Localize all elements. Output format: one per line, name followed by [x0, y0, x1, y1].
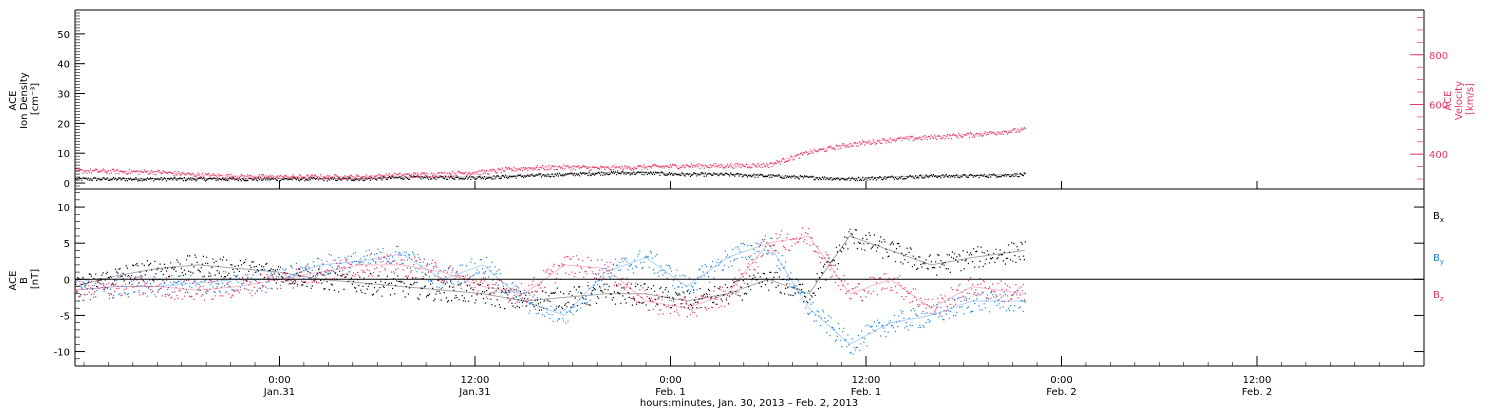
velocity-axis-title: ACE Velocity [km/s] [1443, 78, 1476, 120]
top-panel: 0 10 20 30 40 50 400 600 800 ACE Ion Density [c… [8, 9, 1476, 190]
x-tick-date: Feb. 1 [851, 387, 881, 398]
b-tick-label: -10 [54, 348, 70, 359]
x-tick-time: 0:00 [659, 375, 681, 386]
x-tick-time: 12:00 [461, 375, 490, 386]
y2-tick-label: 400 [1429, 150, 1448, 161]
bfield-axis-ticks: -10 -5 0 5 10 [54, 192, 1424, 367]
bottom-panel: -10 -5 0 5 10 ACE B [nT] Bx By Bz [8, 189, 1444, 367]
legend-bx: Bx [1433, 211, 1444, 224]
legend-bz: Bz [1433, 290, 1444, 303]
x-tick-time: 0:00 [268, 375, 290, 386]
y-tick-label: 10 [57, 149, 70, 160]
x-tick-date: Jan.31 [263, 387, 295, 398]
x-tick-date: Feb. 1 [655, 387, 685, 398]
legend: Bx By Bz [1433, 211, 1444, 303]
legend-by: By [1433, 253, 1444, 266]
bfield-axis-title: ACE B [nT] [8, 267, 41, 290]
top-data-points [74, 127, 1026, 182]
series-trend-line [74, 235, 1025, 302]
series-points [75, 227, 1026, 318]
density-axis-ticks: 0 10 20 30 40 50 [57, 9, 85, 190]
velocity-axis-ticks: 400 600 800 [1410, 17, 1448, 180]
x-tick-time: 12:00 [1243, 375, 1272, 386]
series-points [75, 170, 1026, 182]
b-tick-label: -5 [60, 311, 70, 322]
series-Bx [74, 228, 1026, 311]
y-tick-label: 40 [57, 60, 70, 71]
b-tick-label: 0 [64, 275, 70, 286]
y-tick-label: 50 [57, 30, 70, 41]
density-axis-title: ACE Ion Density [cm⁻³] [8, 69, 41, 129]
series-right [74, 127, 1026, 181]
series-By [74, 235, 1026, 355]
y2-tick-label: 800 [1429, 51, 1448, 62]
series-points [75, 127, 1026, 181]
series-trend-line [74, 242, 1025, 345]
y2-tick-label: 600 [1429, 100, 1448, 111]
x-tick-date: Jan.31 [458, 387, 490, 398]
b-tick-label: 5 [64, 239, 70, 250]
x-tick-date: Feb. 2 [1242, 387, 1272, 398]
y-tick-label: 0 [64, 179, 70, 190]
x-tick-time: 12:00 [852, 375, 881, 386]
b-tick-label: 10 [57, 203, 70, 214]
y-tick-label: 30 [57, 90, 70, 101]
x-axis-title: hours:minutes, Jan. 30, 2013 – Feb. 2, 2… [640, 398, 858, 409]
series-left [75, 170, 1026, 182]
x-tick-time: 0:00 [1050, 375, 1072, 386]
x-tick-date: Feb. 2 [1046, 387, 1076, 398]
y-tick-label: 20 [57, 119, 70, 130]
series-trend-line [74, 128, 1025, 178]
